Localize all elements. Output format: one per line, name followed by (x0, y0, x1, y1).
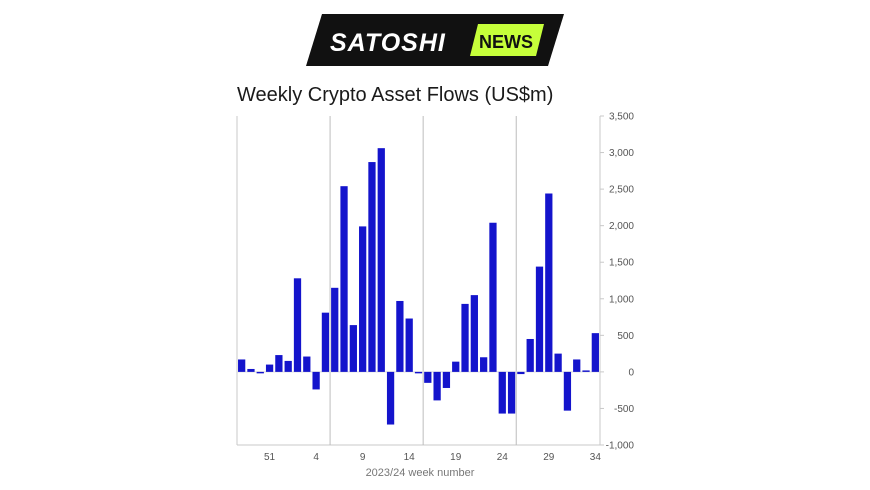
x-tick-label: 34 (590, 452, 602, 463)
flow-bar (359, 226, 367, 372)
y-tick-label: 500 (617, 331, 634, 342)
flow-bar (414, 371, 423, 374)
flow-bar (573, 359, 581, 372)
flow-bar (293, 278, 302, 372)
x-tick-label: 29 (543, 452, 555, 463)
y-tick-label: 2,500 (609, 185, 634, 196)
flow-bar (470, 295, 478, 372)
x-axis-ticks: 51 4 9 14 19 24 29 34 (264, 452, 601, 463)
chart-bars (238, 148, 599, 425)
flow-bar (247, 368, 255, 372)
y-tick-label: 3,000 (609, 148, 634, 159)
flow-bar (396, 300, 404, 372)
flow-bar (433, 371, 441, 401)
flow-bar (284, 360, 292, 372)
flow-bar (535, 266, 544, 372)
flow-bar (275, 355, 283, 372)
flow-bar (303, 356, 311, 372)
flow-bar (563, 371, 572, 411)
y-tick-label: 1,000 (609, 294, 634, 305)
flow-bar (424, 371, 432, 383)
flow-bar (349, 325, 357, 372)
flow-bar (507, 371, 516, 414)
flow-bar (377, 148, 385, 372)
x-tick-label: 51 (264, 452, 276, 463)
flow-bar (340, 186, 348, 372)
flow-bar (517, 371, 525, 375)
flow-bar (498, 371, 506, 414)
flow-bar (442, 371, 451, 388)
flow-bar (238, 359, 246, 372)
y-tick-label: 0 (628, 367, 634, 378)
x-tick-label: 9 (360, 452, 366, 463)
flow-bar (368, 162, 376, 372)
flow-bar (526, 338, 534, 372)
flow-bar (545, 193, 553, 372)
flow-bar (256, 371, 264, 374)
x-axis-label: 2023/24 week number (366, 467, 475, 479)
flow-bar (331, 287, 339, 372)
flow-bar (582, 370, 590, 372)
x-tick-label: 19 (450, 452, 462, 463)
logo-wordmark-satoshi: SATOSHI (330, 29, 446, 57)
flow-bar (312, 371, 320, 390)
satoshi-news-logo: SATOSHI NEWS (306, 14, 564, 66)
flow-bar (591, 333, 599, 372)
x-tick-label: 24 (497, 452, 509, 463)
flow-bar (480, 357, 488, 372)
flow-bar (489, 222, 497, 372)
logo-wordmark-news: NEWS (479, 32, 533, 52)
flow-bar (265, 364, 274, 372)
y-tick-label: -1,000 (606, 441, 635, 452)
y-tick-label: 2,000 (609, 221, 634, 232)
flow-bar (554, 353, 562, 372)
logo-news-badge (470, 24, 544, 56)
flow-bar (321, 312, 330, 372)
flow-bar (405, 318, 413, 372)
y-tick-label: 1,500 (609, 258, 634, 269)
chart-title: Weekly Crypto Asset Flows (US$m) (237, 84, 554, 106)
flow-bar (386, 371, 395, 425)
flow-bar (452, 361, 460, 372)
y-axis-ticks: 3,500 3,000 2,500 2,000 1,500 1,000 500 0 -500 -1… (600, 112, 634, 452)
x-tick-label: 14 (404, 452, 416, 463)
flow-bar (461, 303, 469, 372)
y-tick-label: -500 (614, 404, 634, 415)
x-tick-label: 4 (313, 452, 319, 463)
y-tick-label: 3,500 (609, 112, 634, 123)
